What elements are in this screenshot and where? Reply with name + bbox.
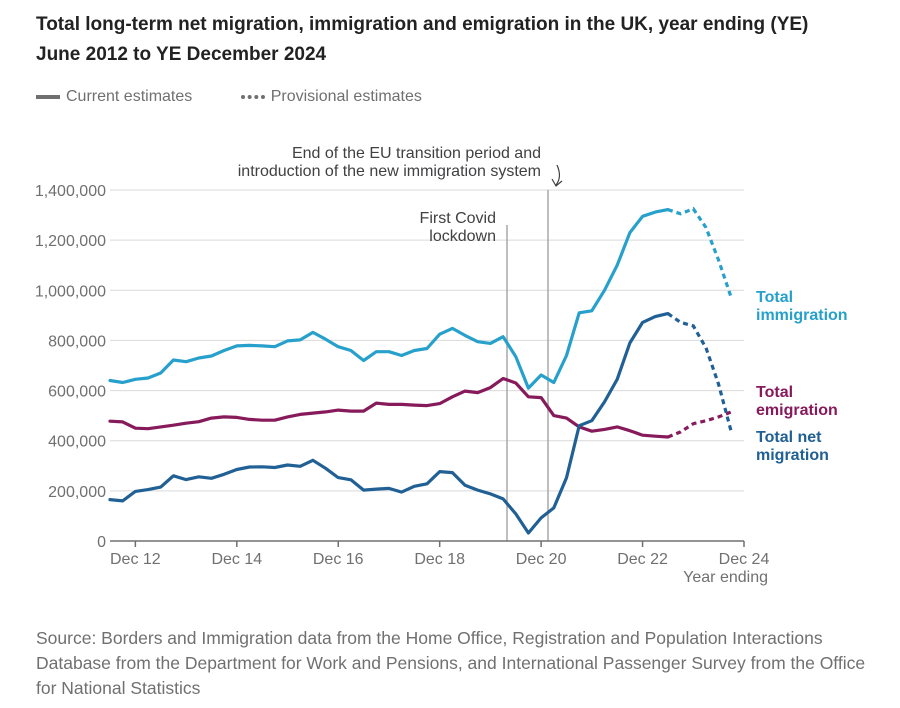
legend: Current estimates Provisional estimates <box>36 86 466 106</box>
covid-annotation-line2: lockdown <box>429 228 496 245</box>
series-label-line-0-0: Total <box>756 289 793 306</box>
series-line-current-2 <box>108 312 670 535</box>
legend-current-label: Current estimates <box>66 88 193 105</box>
source-note: Source: Borders and Immigration data fro… <box>36 628 866 698</box>
x-tick-label-5: Dec 22 <box>617 551 668 568</box>
y-tick-label-3: 600,000 <box>48 384 106 401</box>
series-line-provisional-1 <box>667 410 732 439</box>
x-tick-label-1: Dec 14 <box>211 551 262 568</box>
legend-solid-line-icon <box>36 95 60 99</box>
y-axis-ticks: 0 200,000 400,000 600,000 800,000 1,000,000 1,… <box>35 183 106 551</box>
x-tick-label-3: Dec 18 <box>414 551 465 568</box>
legend-provisional: Provisional estimates <box>240 88 422 106</box>
x-axis-title: Year ending <box>683 569 768 586</box>
eu-annotation-line1: End of the EU transition period and <box>292 145 541 162</box>
legend-dotted-line-icon <box>240 95 265 99</box>
y-tick-label-0: 0 <box>97 534 106 551</box>
series-label-line-2-1: migration <box>756 447 829 464</box>
x-axis: Dec 12 Dec 14 Dec 16 Dec 18 Dec 20 Dec 22 Dec … <box>110 540 770 586</box>
annotations: End of the EU transition period and intr… <box>238 145 563 541</box>
x-tick-label-6: Dec 24 <box>719 551 770 568</box>
series-label-line-1-1: emigration <box>756 402 838 419</box>
y-tick-label-7: 1,400,000 <box>35 183 106 200</box>
y-tick-label-1: 200,000 <box>48 484 106 501</box>
x-tick-label-4: Dec 20 <box>516 551 567 568</box>
covid-annotation-line1: First Covid <box>420 210 496 227</box>
grid-lines <box>110 189 744 492</box>
series-line-current-0 <box>108 208 670 390</box>
data-series <box>108 206 733 535</box>
series-label-1: Total emigration <box>756 384 838 419</box>
series-label-line-2-0: Total net <box>756 429 822 446</box>
series-label-0: Total immigration <box>756 289 848 324</box>
line-chart: 0 200,000 400,000 600,000 800,000 1,000,000 1,… <box>35 145 848 586</box>
legend-provisional-label: Provisional estimates <box>270 88 422 105</box>
y-tick-label-4: 800,000 <box>48 333 106 350</box>
y-tick-label-5: 1,000,000 <box>35 283 106 300</box>
legend-current: Current estimates <box>36 88 192 106</box>
chart-title: Total long-term net migration, immigrati… <box>36 14 809 65</box>
series-label-2: Total net migration <box>756 429 829 464</box>
series-label-line-0-1: immigration <box>756 307 848 324</box>
x-tick-label-2: Dec 16 <box>313 551 364 568</box>
series-label-line-1-0: Total <box>756 384 793 401</box>
series-line-provisional-2 <box>666 312 733 433</box>
series-line-current-1 <box>108 376 670 439</box>
y-tick-label-6: 1,200,000 <box>35 233 106 250</box>
x-tick-label-0: Dec 12 <box>110 551 161 568</box>
eu-annotation-line2: introduction of the new immigration syst… <box>238 163 541 180</box>
curved-arrow-icon <box>551 164 563 187</box>
series-line-provisional-0 <box>667 206 733 299</box>
y-tick-label-2: 400,000 <box>48 434 106 451</box>
